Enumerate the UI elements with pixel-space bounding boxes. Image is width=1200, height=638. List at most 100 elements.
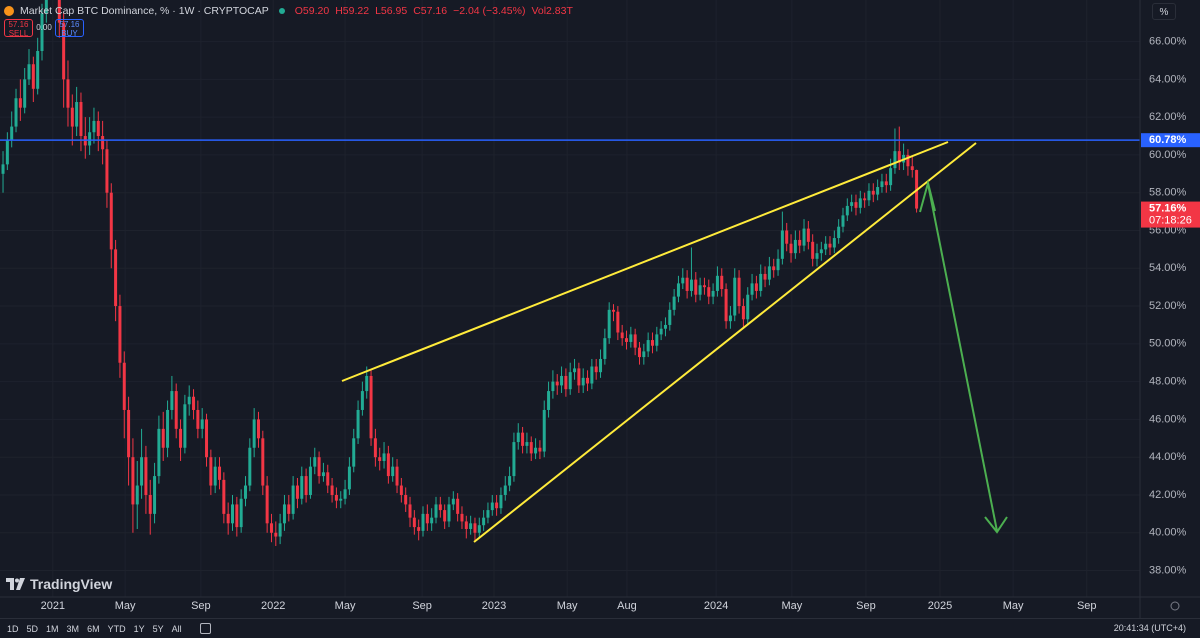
candle-body	[226, 513, 230, 524]
candle-body	[897, 151, 901, 163]
ohlc-high: H59.22	[335, 4, 370, 17]
brand-logo-shape	[6, 578, 25, 590]
status-dot	[278, 7, 285, 14]
candle-body	[512, 442, 516, 477]
scale-mode-button[interactable]: %	[1152, 3, 1176, 20]
candle-body	[174, 391, 178, 429]
sell-button[interactable]: 57.16 SELL	[4, 19, 33, 38]
range-button[interactable]: 5D	[26, 623, 39, 634]
candle-body	[382, 453, 386, 461]
y-tick-label: 66.00%	[1149, 35, 1187, 47]
candle-body	[889, 168, 893, 186]
range-button[interactable]: 3M	[66, 623, 80, 634]
ohlc-low: L56.95	[375, 4, 408, 17]
candle-body	[187, 396, 191, 405]
range-button[interactable]: YTD	[107, 623, 126, 634]
range-button[interactable]: 1Y	[133, 623, 145, 634]
candle-body	[793, 239, 797, 254]
brand-logo-dot	[15, 578, 19, 583]
candle-body	[832, 238, 836, 248]
settings-icon[interactable]	[1170, 601, 1180, 611]
candle-body	[681, 277, 685, 284]
candle-body	[698, 285, 702, 295]
range-button[interactable]: All	[171, 623, 182, 634]
candle-body	[715, 275, 719, 291]
candle-body	[456, 498, 460, 514]
candle-body	[269, 523, 273, 533]
ohlc-open: O59.20	[294, 4, 330, 17]
candle-body	[516, 432, 520, 443]
candle-body	[183, 404, 187, 448]
candle-body	[118, 306, 122, 363]
candle-body	[707, 287, 711, 297]
axes: 38.00% 40.00% 42.00% 44.00% 46.00% 48.00% 50.0…	[41, 35, 1200, 612]
candle-body	[295, 485, 299, 499]
candle-body	[568, 372, 572, 390]
candle-body	[256, 419, 260, 439]
y-tick-label: 52.00%	[1149, 300, 1187, 312]
candle-body	[287, 504, 291, 514]
candle-body	[205, 419, 209, 458]
candle-body	[650, 340, 654, 346]
candle-body	[871, 190, 875, 195]
candle-body	[616, 311, 620, 333]
candle-body	[850, 202, 854, 206]
candle-body	[763, 273, 767, 280]
x-tick-label: May	[335, 600, 356, 612]
candle-body	[811, 241, 815, 259]
candle-body	[365, 375, 369, 392]
candle-body	[243, 485, 247, 499]
candle-body	[369, 375, 373, 439]
candle-body	[633, 334, 637, 348]
grid-layer	[0, 0, 1140, 597]
candle-body	[789, 243, 793, 254]
candle-body	[282, 504, 286, 524]
candle-body	[590, 366, 594, 384]
candle-body	[343, 489, 347, 499]
candle-body	[421, 513, 425, 531]
x-tick-label: 2025	[928, 600, 952, 612]
y-tick-label: 44.00%	[1149, 451, 1187, 463]
date-range-icon[interactable]	[199, 623, 211, 634]
candle-body	[746, 294, 750, 320]
candle-body	[109, 192, 113, 250]
range-button[interactable]: 1D	[7, 623, 19, 634]
level-tag	[1141, 133, 1200, 148]
y-tick-label: 50.00%	[1149, 338, 1187, 350]
x-tick-label: May	[1003, 600, 1024, 612]
candle-body	[685, 277, 689, 291]
candle-body	[265, 485, 269, 524]
range-button[interactable]: 1M	[46, 623, 59, 634]
candle-body	[594, 366, 598, 373]
candle-body	[802, 228, 806, 246]
candle-body	[373, 438, 377, 458]
candle-body	[40, 13, 44, 52]
candle-body	[356, 409, 360, 439]
candle-body	[910, 166, 914, 171]
candle-body	[642, 351, 646, 358]
candle-body	[785, 230, 789, 244]
candle-body	[404, 494, 408, 505]
last-price-label: 57.16%	[1149, 202, 1187, 214]
x-tick-label: May	[557, 600, 578, 612]
candle-body	[300, 476, 304, 499]
candle-body	[417, 527, 421, 531]
y-tick-label: 64.00%	[1149, 73, 1187, 85]
candle-body	[135, 485, 139, 505]
candle-body	[430, 517, 434, 524]
candle-body	[161, 428, 165, 448]
candle-body	[330, 485, 334, 495]
candle-body	[451, 498, 455, 505]
candle-body	[239, 498, 243, 528]
candle-body	[1, 164, 5, 174]
range-button[interactable]: 5Y	[152, 623, 164, 634]
candle-body	[469, 523, 473, 529]
candle-body	[551, 381, 555, 392]
x-tick-label: Aug	[617, 600, 637, 612]
candle-body	[334, 494, 338, 501]
candle-body	[252, 419, 256, 448]
candle-body	[655, 334, 659, 346]
range-button[interactable]: 6M	[87, 623, 100, 634]
candle-body	[14, 98, 18, 127]
buy-button[interactable]: 57.16 BUY	[55, 19, 84, 38]
